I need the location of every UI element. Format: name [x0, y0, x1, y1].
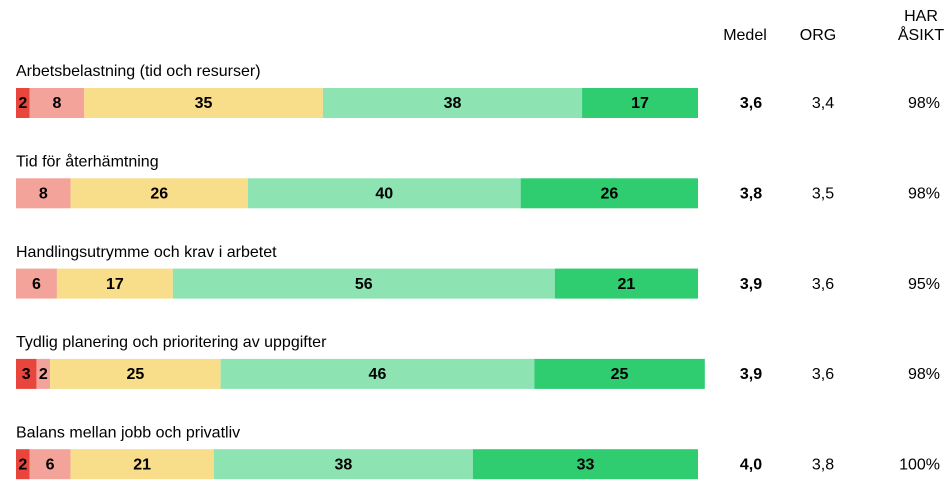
column-header: Medel: [723, 27, 767, 44]
data-label: 3: [22, 366, 31, 383]
bar-segment: [29, 88, 85, 118]
bar-segment: [16, 178, 71, 209]
column-value: 95%: [908, 276, 940, 293]
data-label: 40: [375, 186, 393, 203]
column-value: 3,4: [812, 95, 834, 112]
column-value: 3,6: [740, 95, 762, 112]
column-value: 98%: [908, 186, 940, 203]
row-label: Tid för återhämtning: [16, 153, 159, 171]
data-label: 2: [18, 95, 27, 112]
column-value: 3,9: [740, 366, 762, 383]
data-label: 26: [150, 186, 168, 203]
bar-segment: [582, 88, 698, 118]
row-label: Arbetsbelastning (tid och resurser): [16, 63, 261, 80]
bar-segment: [56, 268, 173, 299]
bar-segment: [16, 449, 30, 480]
data-label: 56: [355, 276, 373, 293]
column-value: 98%: [908, 95, 940, 112]
column-header: HAR: [904, 8, 938, 25]
column-value: 3,8: [812, 456, 834, 473]
column-value: 3,9: [740, 276, 762, 293]
bar-segment: [520, 178, 698, 209]
data-label: 33: [577, 456, 595, 473]
row-label: Balans mellan jobb och privatliv: [16, 424, 240, 441]
bar-segment: [172, 268, 555, 299]
data-label: 8: [39, 186, 48, 203]
data-label: 46: [369, 366, 387, 383]
bar-segment: [16, 358, 37, 389]
data-label: 8: [52, 95, 61, 112]
bar-segment: [554, 268, 698, 299]
bar-segment: [84, 88, 323, 118]
bar-segment: [220, 358, 535, 389]
data-label: 17: [106, 276, 124, 293]
column-value: 3,6: [812, 366, 834, 383]
data-label: 6: [32, 276, 41, 293]
row-label: Handlingsutrymme och krav i arbetet: [16, 244, 277, 261]
column-value: 3,5: [812, 186, 834, 203]
column-value: 98%: [908, 366, 940, 383]
column-value: 3,8: [740, 186, 762, 203]
bar-segment: [29, 449, 71, 480]
column-header: ÅSIKT: [898, 25, 944, 44]
bar-segment: [70, 178, 248, 209]
column-value: 3,6: [812, 276, 834, 293]
bar-segment: [16, 88, 30, 118]
data-label: 17: [631, 95, 649, 112]
bar-segment: [16, 268, 57, 299]
bar-segment: [247, 178, 521, 209]
data-label: 25: [126, 366, 144, 383]
data-label: 25: [611, 366, 629, 383]
data-label: 21: [133, 456, 151, 473]
column-value: 4,0: [740, 456, 762, 473]
data-label: 2: [39, 366, 48, 383]
data-label: 26: [600, 186, 618, 203]
bar-segment: [472, 449, 698, 480]
bar-segment: [50, 358, 221, 389]
bar-segment: [36, 358, 51, 389]
bar-segment: [534, 358, 705, 389]
data-label: 35: [195, 95, 213, 112]
column-header: ORG: [800, 27, 836, 44]
data-label: 2: [18, 456, 27, 473]
row-label: Tydlig planering och prioritering av upp…: [16, 334, 327, 351]
data-label: 38: [444, 95, 462, 112]
bar-segment: [70, 449, 214, 480]
bar-segment: [322, 88, 583, 118]
data-label: 21: [617, 276, 635, 293]
column-value: 100%: [899, 456, 940, 473]
data-label: 38: [334, 456, 352, 473]
data-label: 6: [46, 456, 55, 473]
bar-segment: [213, 449, 473, 480]
